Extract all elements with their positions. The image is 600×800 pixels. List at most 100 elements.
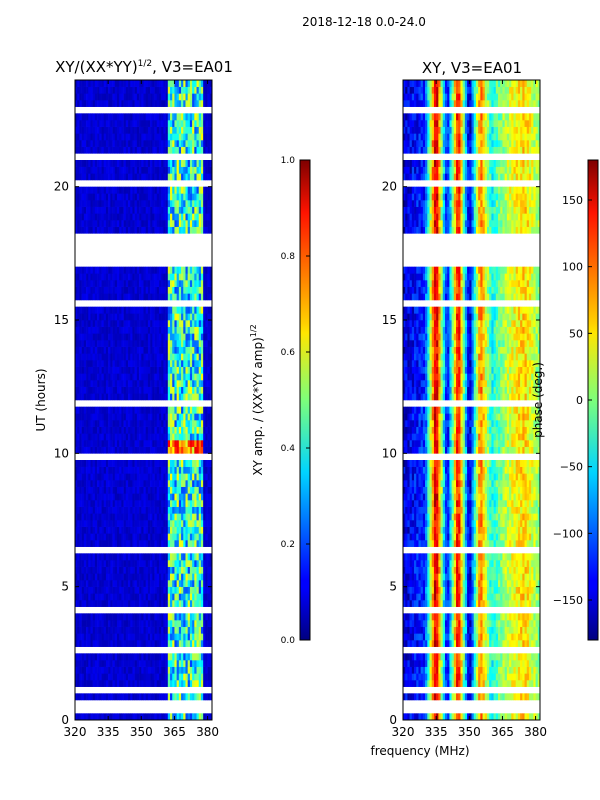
heatmap-cell (97, 673, 100, 681)
heatmap-cell (187, 473, 191, 481)
heatmap-cell (77, 220, 80, 227)
heatmap-cell (205, 80, 208, 87)
heatmap-cell (205, 173, 208, 181)
heatmap-cell (150, 600, 153, 607)
heatmap-cell (90, 666, 93, 674)
heatmap-cell (134, 200, 138, 207)
heatmap-cell (83, 553, 87, 561)
heatmap-cell (75, 186, 78, 194)
heatmap-cell (161, 266, 164, 274)
heatmap-cell (130, 573, 133, 581)
heatmap-cell (143, 126, 147, 134)
heatmap-cell (92, 433, 96, 441)
heatmap-cell (152, 660, 155, 667)
heatmap-cell (108, 126, 111, 134)
heatmap-cell (94, 600, 98, 607)
heatmap-cell (92, 466, 96, 474)
heatmap-cell (110, 120, 113, 127)
heatmap-cell (154, 673, 158, 681)
heatmap-cell (88, 333, 91, 341)
heatmap-cell (125, 113, 129, 121)
heatmap-cell (110, 553, 113, 561)
heatmap-cell (174, 660, 177, 667)
heatmap-cell (178, 86, 182, 94)
heatmap-cell (134, 346, 138, 354)
heatmap-cell (205, 186, 208, 194)
heatmap-cell (105, 633, 109, 641)
heatmap-cell (194, 86, 197, 94)
heatmap-cell (132, 500, 135, 507)
heatmap-cell (189, 446, 193, 454)
heatmap-cell (150, 666, 153, 674)
heatmap-cell (143, 673, 147, 681)
heatmap-cell (83, 273, 87, 281)
y-tick-label: 10 (54, 446, 69, 460)
heatmap-cell (189, 406, 193, 414)
heatmap-cell (194, 293, 197, 301)
heatmap-cell (141, 366, 144, 374)
heatmap-cell (187, 620, 191, 627)
heatmap-cell (128, 713, 131, 721)
heatmap-cell (187, 533, 191, 541)
heatmap-cell (99, 446, 102, 454)
heatmap-cell (167, 673, 171, 681)
heatmap-cell (152, 380, 155, 387)
heatmap-cell (185, 280, 188, 287)
heatmap-cell (207, 113, 211, 121)
heatmap-cell (436, 713, 439, 721)
heatmap-cell (75, 293, 78, 301)
heatmap-cell (161, 360, 164, 367)
heatmap-cell (130, 380, 133, 387)
heatmap-cell (145, 340, 149, 347)
heatmap-cell (154, 326, 158, 334)
heatmap-cell (99, 520, 102, 527)
heatmap-cell (105, 540, 109, 547)
heatmap-cell (99, 220, 102, 227)
heatmap-cell (119, 506, 122, 514)
heatmap-cell (154, 206, 158, 214)
heatmap-cell (79, 486, 82, 494)
heatmap-cell (134, 133, 138, 141)
heatmap-cell (101, 366, 105, 374)
heatmap-cell (101, 593, 105, 601)
heatmap-cell (176, 346, 180, 354)
heatmap-cell (97, 386, 100, 394)
heatmap-cell (101, 126, 105, 134)
heatmap-cell (99, 540, 102, 547)
heatmap-cell (134, 493, 138, 501)
heatmap-cell (205, 533, 208, 541)
heatmap-cell (116, 560, 120, 567)
heatmap-cell (154, 680, 158, 687)
heatmap-cell (136, 466, 140, 474)
heatmap-cell (77, 526, 80, 534)
heatmap-cell (94, 413, 98, 421)
heatmap-cell (198, 293, 202, 301)
heatmap-cell (172, 466, 175, 474)
heatmap-cell (174, 80, 177, 87)
heatmap-cell (143, 560, 147, 567)
heatmap-cell (130, 693, 133, 701)
heatmap-cell (125, 226, 129, 234)
heatmap-cell (181, 626, 184, 634)
heatmap-cell (123, 486, 127, 494)
heatmap-cell (176, 93, 180, 101)
heatmap-cell (90, 273, 93, 281)
heatmap-cell (176, 373, 180, 381)
heatmap-cell (183, 160, 186, 167)
heatmap-cell (198, 220, 202, 227)
heatmap-cell (101, 426, 105, 434)
heatmap-cell (187, 553, 191, 561)
heatmap-cell (174, 366, 177, 374)
heatmap-cell (187, 280, 191, 287)
heatmap-cell (88, 286, 91, 294)
heatmap-cell (130, 213, 133, 221)
heatmap-cell (132, 633, 135, 641)
heatmap-cell (200, 493, 204, 501)
heatmap-cell (209, 113, 213, 121)
heatmap-cell (203, 633, 206, 641)
heatmap-cell (123, 366, 127, 374)
heatmap-cell (75, 346, 78, 354)
heatmap-cell (75, 133, 78, 141)
heatmap-cell (143, 226, 147, 234)
heatmap-cell (119, 353, 122, 361)
